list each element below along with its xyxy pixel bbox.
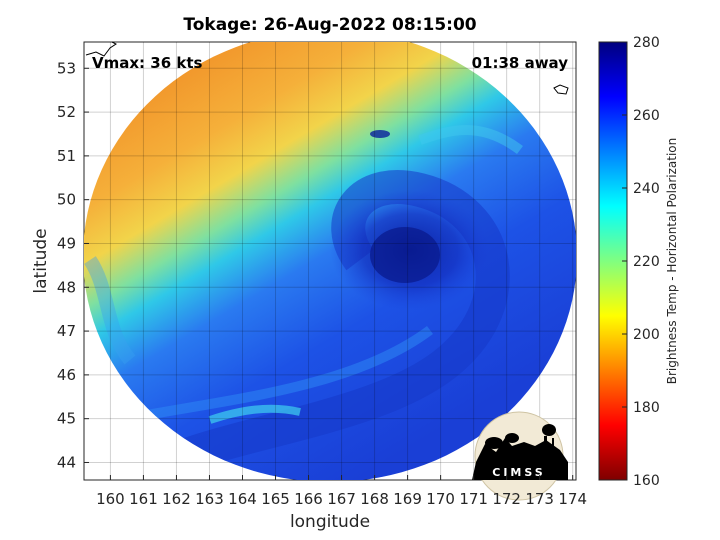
- colorbar-tick-label: 160: [633, 473, 660, 489]
- coast-band: [84, 256, 136, 365]
- rain-band: [142, 170, 510, 480]
- x-tick-label: 164: [228, 490, 257, 508]
- cimss-logo: CIMSS: [472, 411, 568, 501]
- cloud-streak: [208, 404, 301, 424]
- y-tick-label: 45: [57, 410, 76, 428]
- x-tick-label: 173: [525, 490, 554, 508]
- y-tick-label: 53: [57, 59, 76, 77]
- colorbar-tick-label: 260: [633, 108, 660, 124]
- colorbar-tick-label: 180: [633, 400, 660, 416]
- x-tick-label: 167: [327, 490, 356, 508]
- y-tick-label: 52: [57, 103, 76, 121]
- x-tick-label: 166: [294, 490, 323, 508]
- x-axis: 160 161 162 163 164 165 166 167 168 169 170 171 172 1…: [96, 475, 587, 508]
- x-tick-label: 171: [459, 490, 488, 508]
- coastline: [85, 41, 569, 95]
- x-tick-label: 168: [360, 490, 389, 508]
- colorbar-tick-label: 200: [633, 327, 660, 343]
- x-tick-label: 161: [129, 490, 158, 508]
- colorbar: 160 180 200 220 240 260 280 Brightness Temp - …: [598, 35, 679, 489]
- y-axis: 44 45 46 47 48 49 50 51 52 53: [57, 59, 89, 471]
- y-tick-label: 46: [57, 366, 76, 384]
- vmax-label: Vmax: 36 kts: [92, 54, 202, 72]
- y-tick-label: 48: [57, 278, 76, 296]
- colorbar-tick-label: 240: [633, 181, 660, 197]
- y-tick-label: 51: [57, 147, 76, 165]
- colorbar-tick-label: 220: [633, 254, 660, 270]
- x-tick-label: 160: [96, 490, 125, 508]
- grid: [84, 42, 576, 480]
- x-tick-label: 169: [393, 490, 422, 508]
- colorbar-label: Brightness Temp - Horizontal Polarizatio…: [665, 138, 679, 385]
- y-tick-label: 44: [57, 453, 76, 471]
- x-axis-label: longitude: [290, 512, 370, 532]
- figure-title: Tokage: 26-Aug-2022 08:15:00: [183, 15, 476, 35]
- x-tick-label: 170: [426, 490, 455, 508]
- satellite-swath: [84, 42, 576, 480]
- y-tick-label: 47: [57, 322, 76, 340]
- storm-core-inner: [370, 227, 440, 283]
- time-away-label: 01:38 away: [472, 54, 569, 72]
- cloud-streak: [418, 125, 523, 155]
- logo-text: CIMSS: [492, 466, 545, 479]
- y-tick-label: 50: [57, 191, 76, 209]
- x-tick-label: 174: [558, 490, 587, 508]
- x-tick-label: 162: [162, 490, 191, 508]
- x-tick-label: 172: [492, 490, 521, 508]
- y-axis-label: latitude: [31, 228, 51, 293]
- x-tick-label: 165: [261, 490, 290, 508]
- colorbar-tick-label: 280: [633, 35, 660, 51]
- y-tick-label: 49: [57, 234, 76, 252]
- rain-band-edge: [119, 325, 433, 425]
- x-tick-label: 163: [195, 490, 224, 508]
